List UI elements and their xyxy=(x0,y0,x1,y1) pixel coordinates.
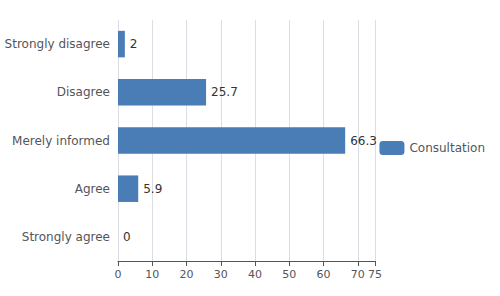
svg-text:2: 2 xyxy=(130,37,138,51)
svg-text:Consultation: Consultation xyxy=(409,141,485,155)
svg-text:30: 30 xyxy=(214,268,228,281)
svg-text:0: 0 xyxy=(115,268,122,281)
svg-text:Merely informed: Merely informed xyxy=(12,134,110,148)
svg-text:50: 50 xyxy=(282,268,296,281)
svg-text:20: 20 xyxy=(180,268,194,281)
svg-text:Agree: Agree xyxy=(75,182,110,196)
svg-text:40: 40 xyxy=(248,268,262,281)
svg-text:66.3: 66.3 xyxy=(350,134,377,148)
svg-text:Strongly disagree: Strongly disagree xyxy=(5,37,110,51)
svg-text:75: 75 xyxy=(368,268,382,281)
svg-text:70: 70 xyxy=(351,268,365,281)
svg-text:60: 60 xyxy=(317,268,331,281)
svg-text:10: 10 xyxy=(145,268,159,281)
svg-text:Disagree: Disagree xyxy=(57,85,110,99)
svg-text:25.7: 25.7 xyxy=(211,85,238,99)
svg-text:5.9: 5.9 xyxy=(143,182,162,196)
svg-text:Strongly agree: Strongly agree xyxy=(22,230,110,244)
svg-text:0: 0 xyxy=(123,230,131,244)
